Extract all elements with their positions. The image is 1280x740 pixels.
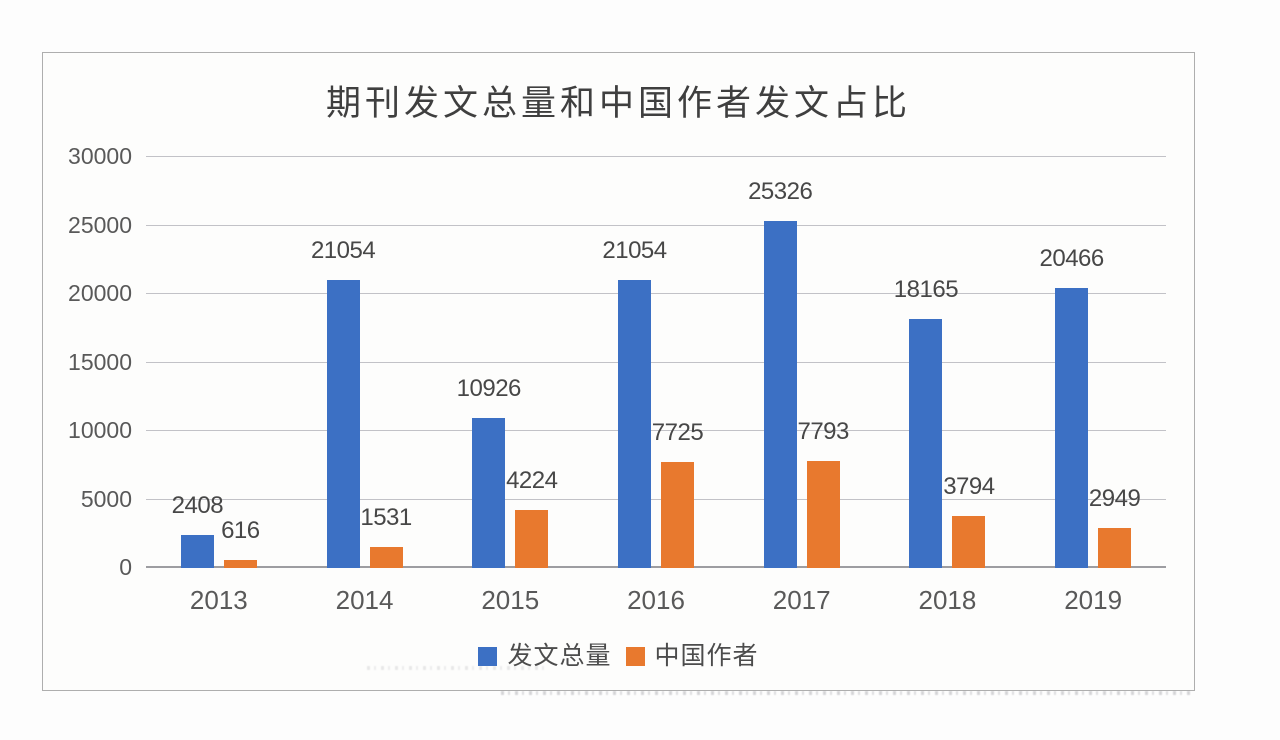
y-tick-label-5000: 5000 bbox=[80, 485, 132, 512]
plot-area: 0 5000 10000 15000 20000 25000 30000 2013 2408 61… bbox=[68, 145, 1166, 613]
chart-title: 期刊发文总量和中国作者发文占比 bbox=[325, 84, 911, 123]
gridline-y15000 bbox=[146, 361, 1166, 363]
bar-group-2017: 25326 7793 bbox=[729, 157, 875, 568]
y-tick-label-0: 0 bbox=[119, 554, 132, 580]
data-label-中国作者-2018: 3794 bbox=[943, 473, 995, 501]
bar-发文总量-2016 bbox=[617, 279, 651, 568]
legend-label: 发文总量 bbox=[507, 642, 612, 670]
gridline-y25000 bbox=[146, 224, 1166, 226]
x-category-label-2018: 2018 bbox=[918, 585, 977, 615]
gridline-y20000 bbox=[146, 293, 1166, 294]
y-tick-label-10000: 10000 bbox=[68, 417, 132, 443]
y-tick-label-30000: 30000 bbox=[68, 143, 132, 169]
bar-中国作者-2014 bbox=[369, 547, 403, 568]
legend-swatch-icon bbox=[625, 647, 645, 666]
data-label-中国作者-2013: 616 bbox=[221, 516, 260, 544]
gridline-y5000 bbox=[146, 498, 1166, 500]
legend: 发文总量 中国作者 bbox=[43, 644, 1194, 669]
bar-group-2016: 21054 7725 bbox=[583, 157, 729, 568]
y-tick-label-20000: 20000 bbox=[68, 280, 132, 306]
x-category-label-2013: 2013 bbox=[189, 585, 248, 615]
data-label-中国作者-2017: 7793 bbox=[797, 418, 849, 446]
data-label-中国作者-2016: 7725 bbox=[651, 419, 704, 447]
bar-发文总量-2013 bbox=[180, 535, 214, 568]
data-label-发文总量-2016: 21054 bbox=[602, 236, 667, 264]
data-label-发文总量-2015: 10926 bbox=[456, 375, 522, 403]
data-label-发文总量-2014: 21054 bbox=[310, 236, 376, 264]
chart-frame: 期刊发文总量和中国作者发文占比 0 5000 10000 15000 20000 2500… bbox=[42, 52, 1195, 695]
data-label-中国作者-2015: 4224 bbox=[506, 467, 558, 495]
data-label-发文总量-2019: 20466 bbox=[1039, 244, 1105, 272]
y-tick-label-15000: 15000 bbox=[68, 348, 132, 375]
legend-item-发文总量: 发文总量 bbox=[478, 644, 611, 669]
legend-item-中国作者: 中国作者 bbox=[625, 642, 759, 670]
bar-发文总量-2014 bbox=[326, 279, 360, 568]
bar-发文总量-2017 bbox=[763, 221, 797, 568]
bar-发文总量-2019 bbox=[1055, 287, 1089, 568]
legend-label: 中国作者 bbox=[654, 642, 759, 670]
data-label-发文总量-2013: 2408 bbox=[171, 492, 224, 520]
data-label-发文总量-2017: 25326 bbox=[748, 178, 813, 206]
data-label-中国作者-2014: 1531 bbox=[360, 504, 412, 532]
x-category-label-2014: 2014 bbox=[335, 585, 394, 615]
bar-中国作者-2015 bbox=[515, 510, 549, 568]
bar-group-2014: 21054 1531 bbox=[292, 157, 438, 568]
bar-中国作者-2013 bbox=[223, 559, 257, 568]
bar-group-2015: 10926 4224 bbox=[437, 157, 583, 568]
bar-group-2018: 18165 3794 bbox=[875, 157, 1021, 568]
watermark-smudge bbox=[501, 691, 1191, 695]
x-category-label-2019: 2019 bbox=[1064, 585, 1123, 615]
gridline-y30000 bbox=[146, 156, 1166, 157]
bar-中国作者-2018 bbox=[952, 516, 986, 568]
bar-发文总量-2018 bbox=[909, 319, 943, 568]
bar-group-2019: 20466 2949 bbox=[1020, 157, 1166, 568]
data-label-发文总量-2018: 18165 bbox=[893, 276, 959, 304]
gridline-y10000 bbox=[146, 430, 1166, 431]
x-category-label-2017: 2017 bbox=[772, 585, 831, 615]
bar-中国作者-2017 bbox=[806, 461, 840, 568]
bar-发文总量-2015 bbox=[472, 418, 506, 568]
data-label-中国作者-2019: 2949 bbox=[1088, 484, 1141, 512]
x-category-label-2016: 2016 bbox=[627, 585, 685, 615]
watermark-smudge bbox=[367, 666, 547, 670]
bar-中国作者-2019 bbox=[1098, 527, 1132, 568]
y-tick-label-25000: 25000 bbox=[68, 211, 132, 238]
legend-swatch-icon bbox=[478, 647, 498, 666]
x-category-label-2015: 2015 bbox=[481, 585, 540, 615]
x-axis-line bbox=[146, 566, 1166, 568]
bar-group-2013: 2408 616 bbox=[146, 157, 292, 568]
bar-中国作者-2016 bbox=[660, 462, 694, 568]
